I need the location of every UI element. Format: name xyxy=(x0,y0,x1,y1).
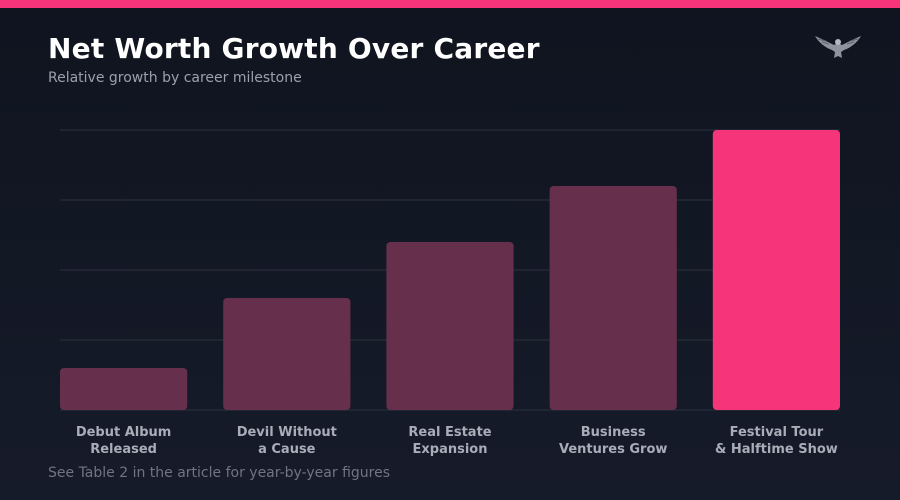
x-tick-label-line: Business xyxy=(581,425,646,440)
x-tick-label-3: Business Ventures Grow xyxy=(559,425,667,457)
bar-2 xyxy=(386,242,514,410)
bar-0 xyxy=(60,368,188,410)
chart-grid xyxy=(60,129,840,411)
bar-4 xyxy=(712,130,840,410)
x-tick-label-1: Devil Without a Cause xyxy=(237,425,337,457)
x-tick-label-line: Expansion xyxy=(413,442,488,457)
x-tick-label-line: Devil Without xyxy=(237,425,337,440)
x-tick-label-line: Released xyxy=(90,442,157,457)
chart-subtitle: Relative growth by career milestone xyxy=(48,70,302,86)
x-tick-label-0: Debut Album Released xyxy=(76,425,172,457)
x-tick-label-line: Real Estate xyxy=(408,425,491,440)
x-tick-label-2: Real Estate Expansion xyxy=(408,425,491,457)
x-tick-label-line: Debut Album xyxy=(76,425,172,440)
top-accent-bar xyxy=(0,0,900,8)
chart-title: Net Worth Growth Over Career xyxy=(48,32,540,65)
x-tick-label-line: Festival Tour xyxy=(730,425,824,440)
footnote: See Table 2 in the article for year-by-y… xyxy=(48,465,391,481)
bar-1 xyxy=(223,298,351,410)
x-tick-label-line: a Cause xyxy=(258,442,316,457)
x-tick-label-4: Festival Tour & Halftime Show xyxy=(715,425,838,457)
chart-x-labels: Debut Album Released Devil Without a Cause R… xyxy=(76,425,838,457)
eagle-icon xyxy=(815,36,861,58)
bar-3 xyxy=(549,186,677,410)
x-tick-label-line: & Halftime Show xyxy=(715,442,838,457)
x-tick-label-line: Ventures Grow xyxy=(559,442,667,457)
chart-bars xyxy=(60,130,840,410)
